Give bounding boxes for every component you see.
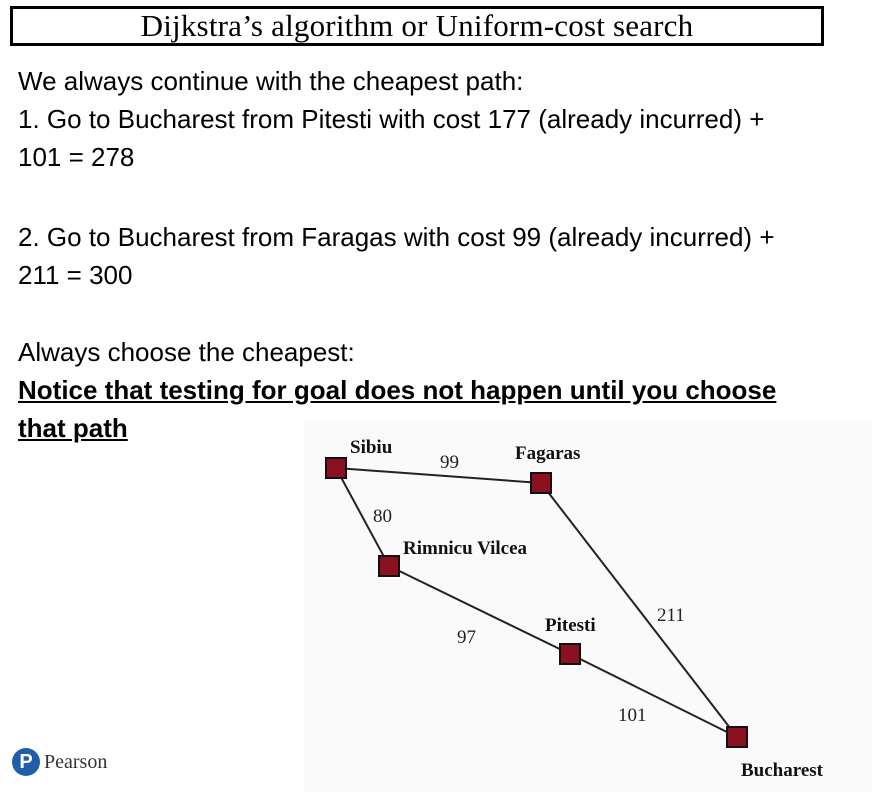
- city-node-pitesti: [559, 643, 581, 665]
- city-node-rimnicu: [378, 555, 400, 577]
- road-rimnicu-pitesti: [388, 565, 571, 655]
- cost-label-fagaras-bucharest: 211: [657, 605, 685, 626]
- city-label-rimnicu: Rimnicu Vilcea: [403, 538, 528, 559]
- pearson-p-icon: P: [12, 748, 40, 776]
- city-node-bucharest: [726, 726, 748, 748]
- road-pitesti-bucharest: [569, 653, 738, 738]
- intro-line: We always continue with the cheapest pat…: [18, 66, 524, 96]
- option-2-line: 2. Go to Bucharest from Faragas with cos…: [18, 222, 775, 252]
- conclusion-block: Always choose the cheapest: Notice that …: [18, 333, 776, 447]
- cost-label-sibiu-fagaras: 99: [440, 452, 459, 473]
- city-node-sibiu: [325, 457, 347, 479]
- goal-note-line-2: that path: [18, 413, 128, 443]
- cost-label-pitesti-bucharest: 101: [618, 705, 647, 726]
- option-1-line: 1. Go to Bucharest from Pitesti with cos…: [18, 104, 765, 134]
- cost-label-rimnicu-pitesti: 97: [457, 627, 476, 648]
- option-2-result: 211 = 300: [18, 260, 133, 290]
- romania-map-diagram: Sibiu Fagaras Rimnicu Vilcea Pitesti Buc…: [325, 437, 824, 781]
- city-label-bucharest: Bucharest: [741, 760, 824, 781]
- romania-map-panel: [304, 420, 872, 792]
- road-fagaras-bucharest: [540, 482, 738, 738]
- cost-label-sibiu-rimnicu: 80: [373, 506, 392, 527]
- pearson-logo: P Pearson: [12, 746, 107, 778]
- goal-note-line-1: Notice that testing for goal does not ha…: [18, 375, 777, 405]
- city-label-pitesti: Pitesti: [545, 615, 596, 636]
- option-1-result: 101 = 278: [18, 142, 135, 172]
- city-node-fagaras: [530, 472, 552, 494]
- intro-text-block: We always continue with the cheapest pat…: [18, 62, 764, 176]
- road-sibiu-rimnicu: [335, 467, 390, 567]
- city-label-sibiu: Sibiu: [350, 437, 393, 458]
- conclusion-line: Always choose the cheapest:: [18, 337, 355, 367]
- pearson-wordmark: Pearson: [44, 750, 108, 773]
- option-2-block: 2. Go to Bucharest from Faragas with cos…: [18, 218, 775, 294]
- city-label-fagaras: Fagaras: [515, 443, 580, 464]
- road-sibiu-fagaras: [335, 467, 542, 484]
- slide-title: Dijkstra’s algorithm or Uniform-cost sea…: [10, 6, 824, 46]
